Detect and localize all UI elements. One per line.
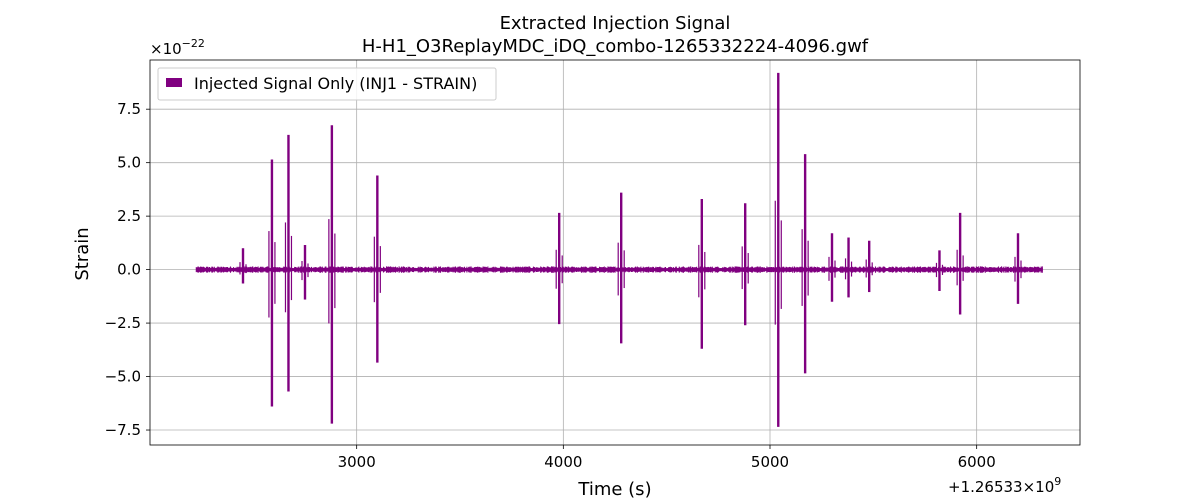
y-scale-text: ×10−22 (150, 37, 205, 58)
x-offset-text: +1.26533×109 (948, 475, 1061, 496)
x-tick-label: 4000 (544, 453, 582, 471)
y-tick-label: −2.5 (105, 314, 141, 332)
y-tick-label: −5.0 (105, 368, 141, 386)
series-line (195, 72, 1043, 427)
x-tick-label: 3000 (338, 453, 376, 471)
svg-text:+1.26533×109: +1.26533×109 (948, 475, 1061, 496)
plot-area (195, 72, 1043, 427)
legend-label: Injected Signal Only (INJ1 - STRAIN) (194, 74, 477, 93)
y-tick-label: 2.5 (117, 207, 141, 225)
x-tick-label: 5000 (751, 453, 789, 471)
x-tick-label: 6000 (958, 453, 996, 471)
x-axis: 3000 4000 5000 6000 (338, 445, 996, 471)
axes-frame (149, 59, 1081, 446)
y-tick-label: 5.0 (117, 154, 141, 172)
x-offset-exponent: 9 (1054, 475, 1061, 488)
legend-swatch (166, 78, 182, 87)
y-tick-label: 0.0 (117, 261, 141, 279)
y-tick-label: −7.5 (105, 421, 141, 439)
legend: Injected Signal Only (INJ1 - STRAIN) (157, 67, 497, 101)
y-axis-label: Strain (72, 227, 93, 280)
chart-title: Extracted Injection Signal (500, 13, 731, 34)
svg-text:×10−22: ×10−22 (150, 37, 205, 58)
x-axis-label: Time (s) (577, 479, 651, 500)
legend-box (157, 67, 497, 101)
y-axis: −7.5 −5.0 −2.5 0.0 2.5 5.0 7.5 (105, 100, 150, 439)
y-scale-exponent: −22 (182, 37, 205, 50)
y-tick-label: 7.5 (117, 100, 141, 118)
chart-subtitle: H-H1_O3ReplayMDC_iDQ_combo-1265332224-40… (362, 36, 869, 57)
x-offset-base: +1.26533×10 (948, 478, 1054, 496)
y-scale-base: ×10 (150, 40, 182, 58)
